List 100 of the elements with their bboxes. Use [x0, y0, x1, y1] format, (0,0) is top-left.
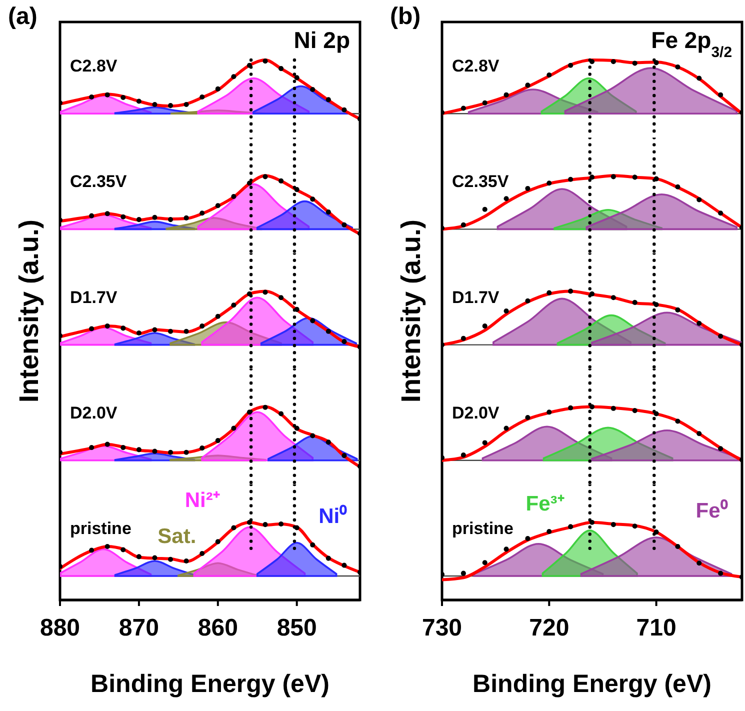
point: [104, 324, 110, 329]
point: [152, 448, 158, 454]
point: [326, 556, 331, 561]
point: [89, 213, 94, 218]
point: [610, 406, 616, 411]
x-tick-label: 850: [276, 614, 317, 642]
point: [610, 295, 616, 300]
point: [168, 328, 174, 334]
text: (a): [8, 3, 38, 30]
point: [568, 62, 574, 68]
point: [675, 544, 680, 550]
point: [262, 404, 268, 410]
point: [632, 300, 638, 305]
point: [504, 308, 509, 314]
point: [120, 95, 126, 100]
point: [546, 180, 552, 186]
point: [184, 450, 189, 455]
point: [294, 187, 300, 192]
point: [342, 107, 347, 112]
point: [231, 426, 236, 431]
point: [718, 446, 724, 452]
point: [152, 327, 158, 332]
point: [184, 102, 189, 108]
point: [482, 560, 488, 566]
point: [610, 174, 616, 180]
point: [696, 76, 702, 81]
point: [675, 418, 680, 424]
point: [504, 546, 509, 552]
point: [231, 525, 236, 530]
point: [215, 86, 220, 92]
point: [215, 438, 220, 444]
point: [696, 560, 702, 566]
series-label: Fe⁰: [696, 498, 728, 522]
point: [294, 426, 300, 431]
point: [568, 176, 574, 182]
point: [696, 431, 702, 436]
y-axis-title: Intensity (a.u.): [14, 219, 44, 403]
chart-title: D1.7V: [70, 288, 118, 307]
point: [104, 544, 110, 550]
point: [152, 102, 158, 108]
point: [326, 97, 331, 102]
series-label: Ni⁰: [318, 504, 348, 528]
point: [246, 180, 252, 186]
point: [568, 405, 574, 410]
point: [342, 453, 347, 458]
point: [310, 318, 316, 324]
point: [120, 445, 126, 450]
point: [278, 66, 284, 72]
point: [632, 524, 638, 529]
point: [215, 539, 220, 544]
series-label: Sat.: [158, 525, 196, 548]
point: [525, 186, 530, 191]
point: [136, 447, 142, 452]
point: [200, 550, 205, 556]
point: [200, 210, 205, 216]
point: [168, 103, 174, 108]
annotation: Fe 2p$_{3/2}$: [651, 27, 732, 60]
point: [262, 290, 268, 295]
point: [120, 326, 126, 331]
x-tick-label: 870: [118, 614, 159, 642]
point: [342, 222, 347, 228]
point: [168, 450, 174, 455]
point: [89, 94, 94, 100]
point: [460, 570, 466, 576]
point: [278, 411, 284, 416]
chart-title: C2.8V: [70, 56, 118, 76]
point: [504, 92, 509, 98]
point: [278, 295, 284, 300]
point: [168, 556, 174, 562]
point: [136, 554, 142, 560]
point: [89, 548, 94, 553]
point: [675, 64, 680, 70]
point: [89, 326, 94, 332]
point: [589, 174, 595, 180]
point: [568, 524, 574, 530]
point: [482, 440, 488, 446]
x-tick-label: 730: [422, 614, 462, 642]
point: [546, 72, 552, 78]
point: [120, 214, 126, 220]
point: [262, 58, 268, 64]
point: [200, 324, 205, 329]
chart-title: C2.35V: [70, 172, 128, 192]
x-tick-label: 720: [529, 614, 570, 642]
point: [482, 324, 488, 329]
point: [460, 452, 466, 458]
point: [525, 298, 530, 304]
point: [184, 215, 189, 220]
y-axis-title: Intensity (a.u.): [396, 219, 426, 403]
point: [310, 196, 316, 202]
point: [136, 330, 142, 336]
point: [152, 214, 158, 220]
point: [136, 98, 142, 104]
point: [278, 178, 284, 184]
point: [231, 74, 236, 80]
chart-title: pristine: [452, 519, 514, 538]
point: [215, 203, 220, 208]
point: [718, 334, 724, 339]
point: [696, 197, 702, 202]
chart-title: D2.0V: [70, 403, 118, 422]
point: [215, 314, 220, 319]
